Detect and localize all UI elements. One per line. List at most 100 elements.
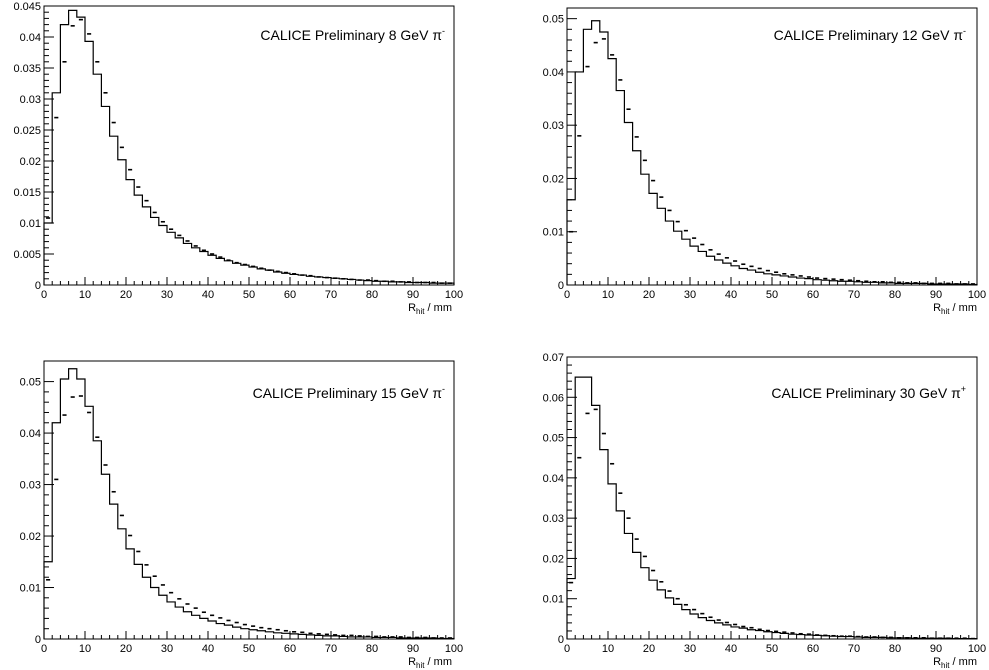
y-tick-label: 0.06 — [543, 392, 564, 404]
histogram-line — [43, 368, 455, 640]
x-tick-label: 40 — [725, 289, 737, 301]
plot-frame — [566, 7, 978, 286]
x-tick-label: 100 — [968, 289, 986, 301]
x-tick-label: 80 — [366, 643, 378, 655]
panel-12gev: 0 10 20 30 40 50 60 70 80 90 100 0 0.01 0.02 0.03 0.04 0… — [543, 7, 986, 316]
x-tick-label: 10 — [79, 289, 91, 301]
x-tick-label: 40 — [202, 289, 214, 301]
plot-area: 0 10 20 30 40 50 60 70 80 90 100 0 0.01 0.02 0.03 0.04 0… — [543, 352, 987, 655]
y-tick-label: 0.03 — [20, 480, 41, 492]
x-tick-label: 80 — [889, 289, 901, 301]
x-tick-label: 20 — [120, 289, 132, 301]
x-tick-label: 30 — [161, 289, 173, 301]
y-tick-label: 0.04 — [543, 473, 564, 485]
x-tick-label: 50 — [766, 289, 778, 301]
y-tick-label: 0 — [558, 634, 564, 646]
y-tick-label: 0.05 — [543, 433, 564, 445]
x-tick-label: 60 — [807, 289, 819, 301]
charge-superscript: + — [961, 384, 966, 394]
x-tick-label: 100 — [445, 643, 463, 655]
x-tick-label: 0 — [564, 289, 570, 301]
panel-label: CALICE Preliminary 30 GeV π+ — [771, 384, 966, 401]
plot-frame — [43, 5, 455, 286]
charge-superscript: - — [442, 384, 445, 394]
panel-30gev: 0 10 20 30 40 50 60 70 80 90 100 0 0.01 0.02 0.03 0.04 0… — [543, 352, 987, 670]
x-tick-label: 80 — [366, 289, 378, 301]
y-tick-label: 0.01 — [20, 583, 41, 595]
y-tick-label: 0.02 — [543, 553, 564, 565]
x-tick-label: 90 — [407, 289, 419, 301]
y-tick-label: 0.015 — [13, 187, 41, 199]
panel-label: CALICE Preliminary 8 GeV π- — [260, 26, 445, 43]
histogram-line — [566, 20, 978, 286]
x-tick-label: 20 — [643, 289, 655, 301]
x-tick-label: 30 — [161, 643, 173, 655]
x-axis-title: Rhit / mm — [933, 302, 977, 316]
panel-label: CALICE Preliminary 12 GeV π- — [774, 26, 966, 43]
x-tick-label: 60 — [284, 289, 296, 301]
x-tick-label: 50 — [243, 643, 255, 655]
y-tick-label: 0.035 — [13, 63, 41, 75]
y-tick-label: 0.07 — [543, 352, 564, 364]
x-axis-title: Rhit / mm — [408, 302, 452, 316]
x-tick-label: 10 — [602, 289, 614, 301]
x-tick-label: 90 — [930, 289, 942, 301]
y-tick-label: 0.025 — [13, 125, 41, 137]
plot-area: 0 10 20 30 40 50 60 70 80 90 100 0 0.005 0.01 0.015 0.0… — [13, 1, 463, 301]
x-tick-label: 10 — [602, 643, 614, 655]
plot-frame — [43, 360, 455, 640]
plot-area: 0 10 20 30 40 50 60 70 80 90 100 0 0.01 0.02 0.03 0.04 0… — [20, 360, 463, 655]
x-tick-label: 70 — [848, 643, 860, 655]
y-tick-label: 0.02 — [20, 531, 41, 543]
x-tick-label: 20 — [643, 643, 655, 655]
y-tick-label: 0.02 — [543, 173, 564, 185]
y-tick-label: 0 — [35, 280, 41, 292]
histogram-line — [566, 376, 978, 640]
y-tick-label: 0.01 — [543, 227, 564, 239]
x-axis-title: Rhit / mm — [933, 656, 977, 670]
y-tick-label: 0.03 — [543, 120, 564, 132]
y-tick-label: 0.01 — [543, 594, 564, 606]
y-tick-label: 0.04 — [20, 32, 41, 44]
y-tick-label: 0 — [35, 634, 41, 646]
y-tick-label: 0.005 — [13, 249, 41, 261]
charge-superscript: - — [963, 26, 966, 36]
x-tick-label: 0 — [41, 643, 47, 655]
x-tick-label: 30 — [684, 643, 696, 655]
y-tick-label: 0.045 — [13, 1, 41, 13]
y-tick-label: 0.05 — [543, 14, 564, 26]
x-tick-label: 90 — [407, 643, 419, 655]
x-tick-label: 70 — [848, 289, 860, 301]
y-tick-label: 0.04 — [543, 67, 564, 79]
x-tick-label: 0 — [564, 643, 570, 655]
panel-label: CALICE Preliminary 15 GeV π- — [253, 384, 445, 401]
x-tick-label: 80 — [889, 643, 901, 655]
x-tick-label: 100 — [445, 289, 463, 301]
y-tick-label: 0.03 — [20, 94, 41, 106]
x-tick-label: 0 — [41, 289, 47, 301]
histogram-line — [43, 9, 455, 285]
x-tick-label: 40 — [202, 643, 214, 655]
x-tick-label: 70 — [325, 643, 337, 655]
y-tick-label: 0.05 — [20, 377, 41, 389]
x-tick-label: 20 — [120, 643, 132, 655]
x-tick-label: 60 — [807, 643, 819, 655]
charge-superscript: - — [442, 26, 445, 36]
x-tick-label: 50 — [243, 289, 255, 301]
x-tick-label: 100 — [968, 643, 986, 655]
x-tick-label: 60 — [284, 643, 296, 655]
plot-area: 0 10 20 30 40 50 60 70 80 90 100 0 0.01 0.02 0.03 0.04 0… — [543, 7, 986, 301]
x-tick-label: 40 — [725, 643, 737, 655]
y-tick-label: 0.02 — [20, 156, 41, 168]
x-axis-title: Rhit / mm — [408, 656, 452, 670]
x-tick-label: 50 — [766, 643, 778, 655]
y-tick-label: 0 — [558, 280, 564, 292]
y-tick-label: 0.01 — [20, 218, 41, 230]
x-tick-label: 70 — [325, 289, 337, 301]
y-tick-label: 0.04 — [20, 428, 41, 440]
y-tick-label: 0.03 — [543, 513, 564, 525]
x-tick-label: 30 — [684, 289, 696, 301]
x-tick-label: 10 — [79, 643, 91, 655]
panel-8gev: 0 10 20 30 40 50 60 70 80 90 100 0 0.005 0.01 0.015 0.0… — [13, 1, 463, 316]
